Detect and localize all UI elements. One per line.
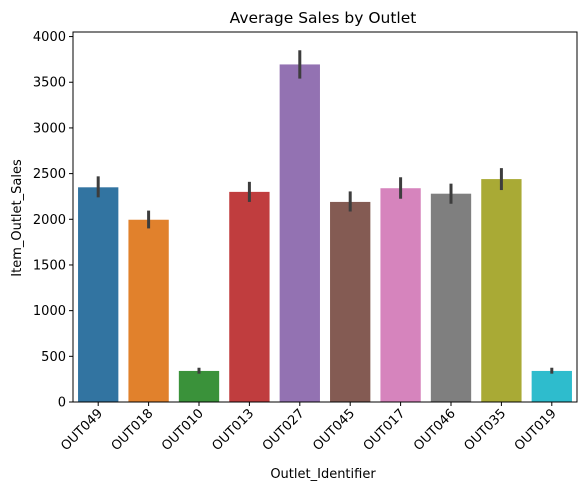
bar-out035 <box>481 179 522 402</box>
y-tick-label: 1000 <box>33 304 66 319</box>
x-tick-label: OUT017 <box>361 406 409 454</box>
y-tick-label: 4000 <box>33 30 66 45</box>
x-tick-label: OUT018 <box>109 406 157 454</box>
x-axis-label: Outlet_Identifier <box>270 467 376 482</box>
x-tick-label: OUT010 <box>159 406 207 454</box>
y-tick-label: 3500 <box>33 76 66 91</box>
error-bars-layer <box>96 50 554 374</box>
plot-frame <box>72 31 578 403</box>
bars-layer <box>78 64 572 402</box>
bar-out010 <box>178 370 220 402</box>
y-tick-label: 3000 <box>33 121 66 136</box>
bar-out045 <box>330 201 371 402</box>
x-tick-label: OUT035 <box>461 406 509 454</box>
bar-out013 <box>229 191 270 402</box>
x-tick-label: OUT013 <box>209 406 257 454</box>
chart-title: Average Sales by Outlet <box>230 9 417 27</box>
y-tick-label: 2000 <box>33 213 66 228</box>
y-axis-label: Item_Outlet_Sales <box>10 159 25 277</box>
x-axis: OUT049 OUT018 OUT010 OUT013 OUT027 OUT045 OUT0… <box>58 402 560 454</box>
bar-out049 <box>78 187 119 402</box>
x-tick-label: OUT049 <box>58 406 106 454</box>
y-tick-label: 0 <box>58 396 66 411</box>
bar-out017 <box>380 188 421 402</box>
bar-out027 <box>279 64 320 402</box>
y-tick-label: 1500 <box>33 258 66 273</box>
x-tick-label: OUT027 <box>260 406 308 454</box>
bar-out019 <box>531 370 572 402</box>
x-tick-label: OUT045 <box>310 406 358 454</box>
y-axis: 0 500 1000 1500 2000 2500 3000 3500 4000 <box>33 30 73 411</box>
y-tick-label: 500 <box>41 350 66 365</box>
y-tick-label: 2500 <box>33 167 66 182</box>
bar-out018 <box>128 219 169 402</box>
bar-out046 <box>430 193 472 402</box>
x-tick-label: OUT019 <box>512 406 560 454</box>
x-tick-label: OUT046 <box>411 406 459 454</box>
